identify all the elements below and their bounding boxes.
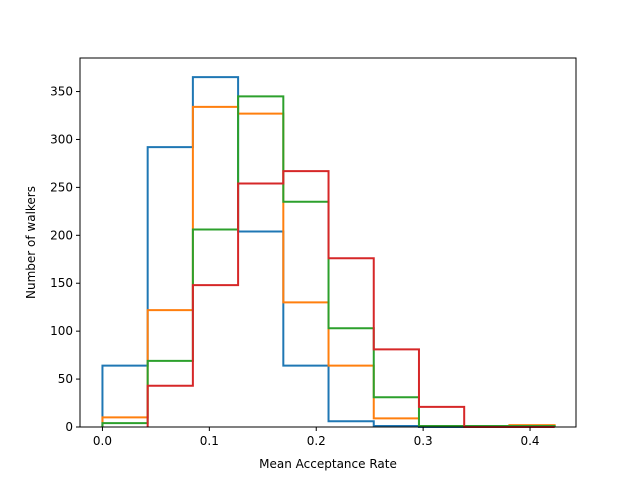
series-layer xyxy=(101,76,556,428)
histogram-series-4 xyxy=(146,170,555,428)
x-axis-ticks: 0.0 0.1 0.2 0.3 0.4 xyxy=(93,427,540,448)
x-tick-label: 0.1 xyxy=(200,434,219,448)
y-tick-label: 50 xyxy=(58,372,73,386)
y-axis-ticks: 0 50 100 150 200 250 300 350 xyxy=(50,85,80,434)
x-tick-label: 0.0 xyxy=(93,434,112,448)
x-axis-label: Mean Acceptance Rate xyxy=(259,457,397,471)
y-tick-label: 350 xyxy=(50,85,73,99)
histogram-series-3 xyxy=(101,95,556,428)
x-tick-label: 0.4 xyxy=(520,434,539,448)
y-axis-label: Number of walkers xyxy=(24,186,38,299)
y-tick-label: 250 xyxy=(50,180,73,194)
axes-frame xyxy=(79,57,577,428)
y-tick-label: 200 xyxy=(50,228,73,242)
y-tick-label: 100 xyxy=(50,324,73,338)
x-tick-label: 0.3 xyxy=(414,434,433,448)
x-tick-label: 0.2 xyxy=(307,434,326,448)
y-tick-label: 150 xyxy=(50,276,73,290)
y-tick-label: 300 xyxy=(50,132,73,146)
y-tick-label: 0 xyxy=(65,420,73,434)
